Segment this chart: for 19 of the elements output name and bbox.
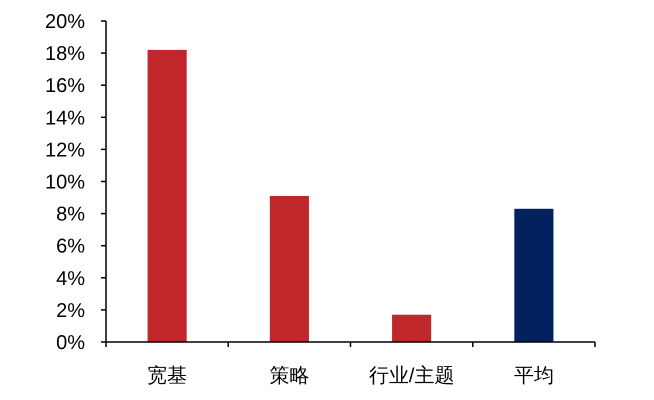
y-tick-label: 12% (44, 139, 86, 162)
bar (514, 208, 554, 342)
y-tick-label: 4% (56, 268, 86, 290)
y-tick-label: 8% (56, 204, 86, 226)
bar (270, 196, 309, 342)
x-tick-label: 策略 (269, 365, 310, 387)
y-tick-label: 14% (44, 107, 86, 130)
x-tick-label: 平均 (514, 365, 554, 387)
bar (392, 314, 432, 342)
y-tick-label: 20% (44, 11, 86, 33)
bar (148, 50, 187, 342)
y-tick-label: 18% (44, 43, 86, 66)
y-tick-label: 16% (44, 75, 86, 98)
y-tick-label: 10% (44, 172, 86, 194)
y-tick-label: 2% (56, 300, 86, 322)
y-tick-label: 0% (56, 332, 86, 354)
x-tick-label: 行业/主题 (368, 364, 454, 387)
x-tick-label: 宽基 (147, 365, 188, 387)
y-tick-label: 6% (56, 236, 86, 258)
